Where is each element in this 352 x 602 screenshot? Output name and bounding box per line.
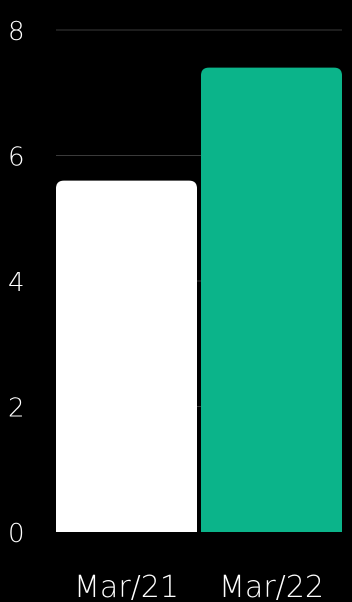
y-tick-label: 4 [8, 268, 25, 298]
y-tick-label: 2 [8, 394, 25, 424]
bar-mar-21 [56, 180, 197, 532]
bar-mar-22 [201, 67, 342, 533]
bars [56, 67, 342, 533]
y-tick-label: 8 [8, 17, 25, 47]
x-category-label: Mar/21 [74, 570, 179, 602]
y-tick-label: 0 [8, 519, 25, 549]
y-axis-ticks: 0 2 4 6 8 [8, 17, 25, 549]
x-category-label: Mar/22 [219, 570, 324, 602]
y-tick-label: 6 [8, 143, 25, 173]
x-axis-labels: Mar/21 Mar/22 [74, 570, 324, 602]
